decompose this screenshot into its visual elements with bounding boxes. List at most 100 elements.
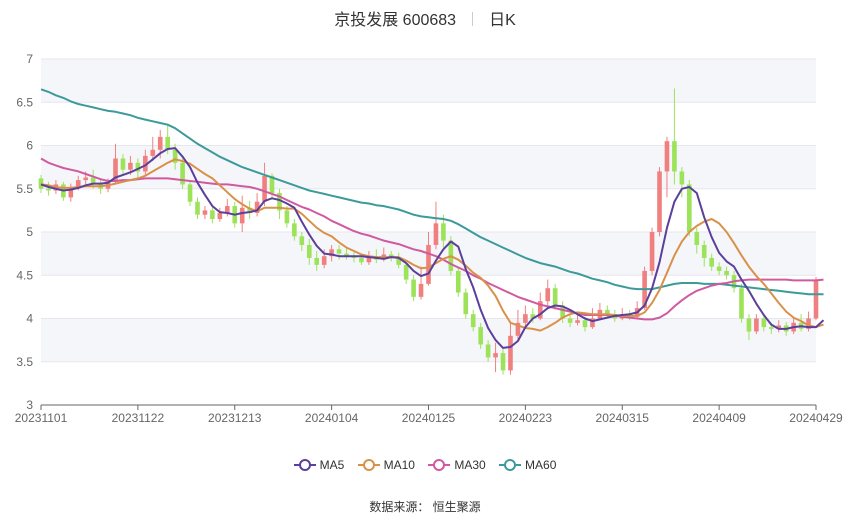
candle [523,305,528,328]
candle-body [396,257,402,265]
candle [150,136,156,162]
candle-body [776,325,782,329]
candle-body [470,314,476,328]
ma30-line [40,157,824,321]
candle [284,206,290,228]
candle [46,181,51,196]
candle [217,207,223,222]
candle [455,266,461,297]
candle-body [217,212,223,220]
candle [657,167,662,237]
candle [463,288,469,319]
legend-ma60-marker-icon [499,459,522,471]
legend-ma10-marker-icon [357,459,380,471]
period-label: 日K [489,12,516,29]
candle-body [321,256,327,265]
candle-body [590,318,595,328]
candle [202,206,208,220]
candle [508,322,513,375]
candle-body [813,279,819,319]
candle-body [359,257,364,263]
candle-body [433,223,439,245]
candle [537,292,543,321]
x-tick-label: 20240223 [499,411,553,425]
candle-body [224,206,230,213]
candle-body [247,207,252,213]
candle-body [411,279,416,297]
candle [38,174,44,194]
ma60-line [40,88,824,296]
legend-item-ma5[interactable]: MA5 [293,458,344,472]
legend-label: MA10 [383,458,415,472]
candle [195,197,200,220]
candle [590,308,595,329]
candle [709,253,714,271]
legend-item-ma10[interactable]: MA10 [357,458,415,472]
candle-body [739,288,744,319]
candle [418,266,424,300]
y-tick-label: 3 [26,398,33,412]
candle-body [493,353,498,358]
candle-body [537,301,543,319]
candle [761,314,767,332]
stock-name: 京投发展 600683 [334,12,457,29]
candle-body [284,210,290,224]
candle [180,158,185,189]
candle [426,232,431,286]
candle [806,311,811,332]
x-tick-label: 20231122 [112,411,165,425]
legend-label: MA30 [454,458,486,472]
candle-body [455,270,461,293]
candle-body [269,175,275,194]
candle [776,320,782,333]
candle-body [716,266,722,271]
candle-body [254,201,260,213]
x-tick-label: 20240429 [789,411,843,425]
candle-body [545,288,551,302]
candle-body [68,187,74,198]
candle [344,247,349,260]
candle [143,149,148,175]
candle-body [306,244,312,258]
candle-body [724,270,729,276]
candle-body [560,305,565,319]
candle-body [582,320,588,328]
candle [567,314,573,328]
plot-background [41,59,816,362]
candle [441,214,446,248]
legend-item-ma60[interactable]: MA60 [499,458,556,472]
candle-body [679,171,685,185]
candle-body [441,223,446,241]
candle [403,261,409,284]
candle-body [649,232,655,271]
legend: MA5 MA10 MA30 MA60 [0,458,850,472]
candle-body [508,335,513,371]
candle [530,308,536,323]
candle-body [46,188,51,191]
candle [478,322,483,349]
candle-body [157,136,163,150]
candle [292,219,297,241]
legend-item-ma30[interactable]: MA30 [428,458,486,472]
candle [649,227,655,276]
candle-body [38,178,44,189]
candle-body [567,318,573,323]
candle [746,314,752,341]
candle [724,266,729,280]
candle-body [754,318,759,332]
candle-body [165,136,170,150]
y-tick-label: 6.5 [16,95,33,109]
candle [493,342,498,373]
candle-body [202,210,208,215]
candle-body [500,353,506,371]
candle [470,309,476,332]
candle [701,240,707,267]
candle [329,244,334,262]
candle [299,232,305,252]
y-tick-label: 3.5 [16,355,33,369]
candle [433,201,439,250]
candle [813,276,819,321]
candle [411,275,416,302]
candle [739,283,744,323]
candle [560,301,565,323]
